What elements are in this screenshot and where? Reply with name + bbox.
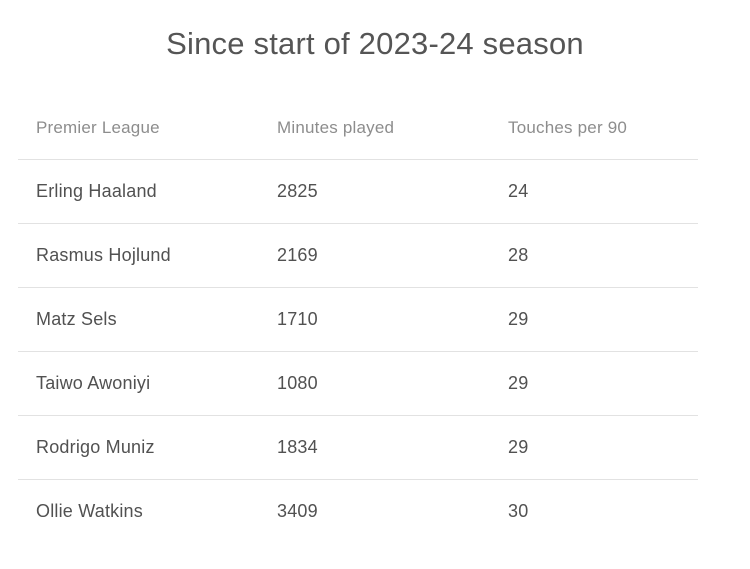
player-name-cell: Erling Haaland [36,181,157,201]
player-name-cell: Taiwo Awoniyi [36,373,151,393]
table-body: Erling Haaland 2825 24 Rasmus Hojlund 21… [18,160,698,543]
minutes-played-cell: 1080 [277,373,318,393]
table-row: Taiwo Awoniyi 1080 29 [18,352,698,416]
column-header-touches-per-90: Touches per 90 [508,118,628,137]
table-row: Matz Sels 1710 29 [18,288,698,352]
page-title: Since start of 2023-24 season [166,26,584,61]
minutes-played-cell: 3409 [277,501,318,521]
touches-per-90-cell: 24 [508,181,529,201]
minutes-played-cell: 1710 [277,309,318,329]
touches-per-90-cell: 28 [508,245,529,265]
player-name-cell: Ollie Watkins [36,501,143,521]
table-row: Erling Haaland 2825 24 [18,160,698,224]
touches-per-90-cell: 30 [508,501,529,521]
minutes-played-cell: 2825 [277,181,318,201]
table-row: Ollie Watkins 3409 30 [18,480,698,543]
table-row: Rasmus Hojlund 2169 28 [18,224,698,288]
minutes-played-cell: 2169 [277,245,318,265]
column-header-minutes-played: Minutes played [277,118,395,137]
touches-per-90-cell: 29 [508,309,529,329]
minutes-played-cell: 1834 [277,437,318,457]
player-name-cell: Rodrigo Muniz [36,437,155,457]
table-header-row: Premier League Minutes played Touches pe… [18,97,698,160]
stats-table: Premier League Minutes played Touches pe… [18,97,698,543]
column-header-premier-league: Premier League [36,118,160,137]
player-name-cell: Rasmus Hojlund [36,245,171,265]
touches-per-90-cell: 29 [508,373,529,393]
touches-per-90-cell: 29 [508,437,529,457]
table-row: Rodrigo Muniz 1834 29 [18,416,698,480]
player-name-cell: Matz Sels [36,309,117,329]
